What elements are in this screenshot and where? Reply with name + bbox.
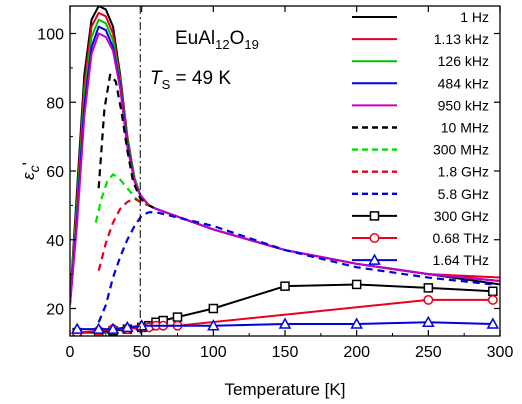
legend-label: 0.68 THz [432,230,489,246]
legend-label: 950 kHz [438,97,489,113]
y-tick-label: 20 [46,302,64,319]
data-point-1-64-thz [121,320,134,333]
data-point-1-64-thz [70,322,84,334]
data-point-1-64-thz [135,319,148,331]
legend-label: 1.8 GHz [438,164,489,180]
y-tick-label: 80 [46,95,64,112]
x-axis-label: Temperature [K] [225,380,346,399]
series-line-5-8-ghz [97,211,493,323]
x-tick-label: 150 [272,344,299,361]
legend-label: 1 Hz [460,9,489,25]
legend-item-1-8-ghz: 1.8 GHz [352,164,489,180]
x-tick-label: 300 [487,344,514,361]
data-point-300-ghz [208,303,219,314]
data-point-300-ghz [351,279,362,290]
series-5-8-ghz [97,211,493,323]
legend-item-1-hz: 1 Hz [352,9,489,25]
y-tick-label: 60 [46,164,64,181]
data-point-0-68-thz [487,294,498,305]
data-point-0-68-thz [423,294,434,305]
series-line-1-64-thz [77,321,493,331]
y-axis-label: εc' [19,162,42,180]
legend-item-5-8-ghz: 5.8 GHz [352,186,489,202]
data-point-1-64-thz [207,319,220,331]
legend-item-10-mhz: 10 MHz [352,120,489,136]
legend-label: 300 GHz [434,208,489,224]
legend-label: 5.8 GHz [438,186,489,202]
legend-item-300-ghz: 300 GHz [352,208,489,224]
legend-label: 10 MHz [441,120,489,136]
legend-item-300-mhz: 300 MHz [352,142,489,158]
legend-marker [369,233,380,243]
legend-item-1-13-khz: 1.13 kHz [352,31,489,47]
legend-label: 1.64 THz [432,252,489,268]
x-tick-label: 50 [133,344,151,361]
data-point-300-ghz [423,283,434,293]
legend-marker [369,211,380,221]
x-tick-label: 100 [200,344,227,361]
legend-item-0-68-thz: 0.68 THz [352,230,489,246]
data-point-1-64-thz [106,322,120,334]
y-tick-label: 40 [46,233,64,250]
data-point-1-64-thz [278,317,292,329]
legend-item-950-khz: 950 kHz [352,97,489,113]
series-1-8-ghz [97,197,150,271]
data-point-300-ghz [172,312,183,322]
legend-item-484-khz: 484 kHz [352,75,489,91]
data-point-1-64-thz [422,315,435,327]
series-10-mhz [97,73,157,210]
x-tick-label: 0 [66,344,75,361]
x-tick-label: 250 [415,344,442,361]
data-point-1-64-thz [486,317,500,329]
legend: 1 Hz 1.13 kHz 126 kHz 484 kHz 950 kHz 10 MHz 3… [352,9,489,268]
legend-item-1-64-thz: 1.64 THz [352,252,489,268]
series-line-10-mhz [97,73,157,210]
legend-label: 484 kHz [438,75,489,91]
legend-item-126-khz: 126 kHz [352,53,489,69]
series-1-64-thz [70,315,500,334]
legend-label: 300 MHz [433,142,489,158]
data-point-300-ghz [488,286,498,297]
axis-ticks: 0 50 100 150 200 250 300 20 40 60 80 100 [37,6,513,361]
data-point-300-ghz [280,281,290,291]
legend-label: 1.13 kHz [434,31,489,47]
data-point-1-64-thz [92,322,105,334]
y-tick-label: 100 [37,27,64,44]
ts-label: TS = 49 K [150,68,231,92]
series-curves [70,6,500,336]
x-tick-label: 200 [343,344,370,361]
legend-marker [368,253,381,265]
legend-label: 126 kHz [438,53,489,69]
compound-formula: EuAl12O19 [175,28,259,52]
annotations: EuAl12O19 TS = 49 K [150,28,259,92]
y-axis-label-text: εc' [19,162,42,180]
data-point-1-64-thz [350,317,363,329]
series-line-1-8-ghz [97,197,150,271]
